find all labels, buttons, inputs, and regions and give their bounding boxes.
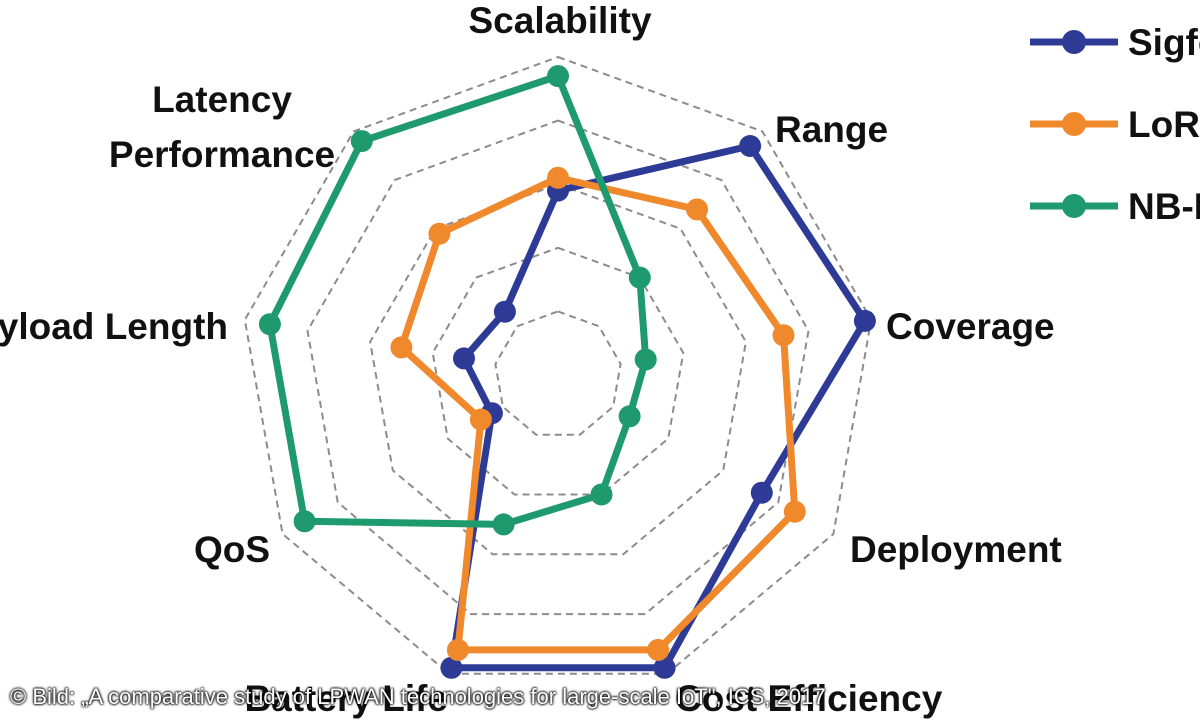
axis-label-payload-length: Payload Length bbox=[0, 306, 228, 347]
legend-marker-lora bbox=[1062, 112, 1086, 136]
point-sigfox-range bbox=[739, 135, 762, 157]
point-sigfox-battery-life bbox=[440, 656, 463, 679]
grid-ring-4 bbox=[306, 119, 810, 616]
point-sigfox-cost-efficiency bbox=[653, 656, 676, 679]
point-lora-latency-performance bbox=[428, 222, 451, 245]
axis-label-scalability: Scalability bbox=[468, 0, 651, 41]
point-lora-deployment bbox=[783, 500, 806, 523]
grid-ring-5 bbox=[243, 55, 873, 675]
grid-ring-1 bbox=[494, 310, 622, 436]
series-line-nb-iot bbox=[266, 72, 650, 528]
point-nb-iot-coverage bbox=[634, 348, 657, 371]
axis-label-latency-performance: Latency Performance bbox=[109, 79, 335, 175]
point-sigfox-latency-performance bbox=[493, 300, 516, 323]
legend-marker-sigfox bbox=[1062, 30, 1086, 54]
axis-label-coverage: Coverage bbox=[886, 306, 1055, 347]
axis-labels: Scalability Range Coverage Deployment Cost E… bbox=[0, 0, 1062, 719]
legend-item-sigfox: Sigfox bbox=[1030, 22, 1200, 63]
legend: Sigfox LoRa NB-IoT bbox=[1030, 22, 1200, 227]
point-lora-cost-efficiency bbox=[647, 638, 670, 661]
point-nb-iot-scalability bbox=[547, 65, 569, 88]
point-lora-payload-length bbox=[390, 336, 413, 359]
image-credit: © Bild: „A comparative study of LPWAN te… bbox=[10, 684, 826, 709]
point-nb-iot-payload-length bbox=[258, 313, 281, 336]
legend-label-sigfox: Sigfox bbox=[1128, 22, 1200, 63]
legend-item-nb-iot: NB-IoT bbox=[1030, 186, 1200, 227]
legend-label-nb-iot: NB-IoT bbox=[1128, 186, 1200, 227]
point-nb-iot-latency-performance bbox=[350, 130, 373, 153]
series-lora bbox=[390, 166, 806, 661]
point-lora-qos bbox=[469, 408, 492, 431]
point-lora-coverage bbox=[772, 324, 795, 347]
series-line-sigfox bbox=[447, 142, 869, 672]
point-nb-iot-battery-life bbox=[492, 513, 515, 536]
point-nb-iot-range bbox=[628, 266, 651, 289]
point-lora-range bbox=[686, 198, 708, 221]
point-nb-iot-qos bbox=[293, 510, 316, 533]
point-sigfox-payload-length bbox=[453, 347, 475, 370]
axis-label-cost-efficiency: Cost Efficiency bbox=[675, 678, 943, 719]
point-lora-scalability bbox=[547, 166, 569, 189]
point-sigfox-coverage bbox=[853, 309, 876, 332]
axis-label-deployment: Deployment bbox=[850, 529, 1062, 570]
series-sigfox bbox=[440, 135, 876, 679]
series-line-lora bbox=[397, 174, 799, 654]
point-lora-battery-life bbox=[446, 638, 469, 661]
grid-ring-3 bbox=[369, 183, 747, 556]
point-nb-iot-deployment bbox=[618, 405, 641, 428]
legend-label-lora: LoRa bbox=[1128, 104, 1200, 145]
series-nb-iot bbox=[258, 65, 657, 536]
grid-ring-2 bbox=[431, 246, 685, 496]
radar-grid bbox=[243, 55, 873, 675]
axis-label-range: Range bbox=[775, 109, 888, 150]
axis-label-qos: QoS bbox=[194, 529, 270, 570]
point-sigfox-deployment bbox=[750, 481, 773, 504]
axis-label-battery-life: Battery Life bbox=[244, 678, 448, 719]
point-nb-iot-cost-efficiency bbox=[590, 483, 613, 506]
legend-item-lora: LoRa bbox=[1030, 104, 1200, 145]
radar-series bbox=[258, 65, 876, 679]
legend-marker-nb-iot bbox=[1062, 194, 1086, 218]
